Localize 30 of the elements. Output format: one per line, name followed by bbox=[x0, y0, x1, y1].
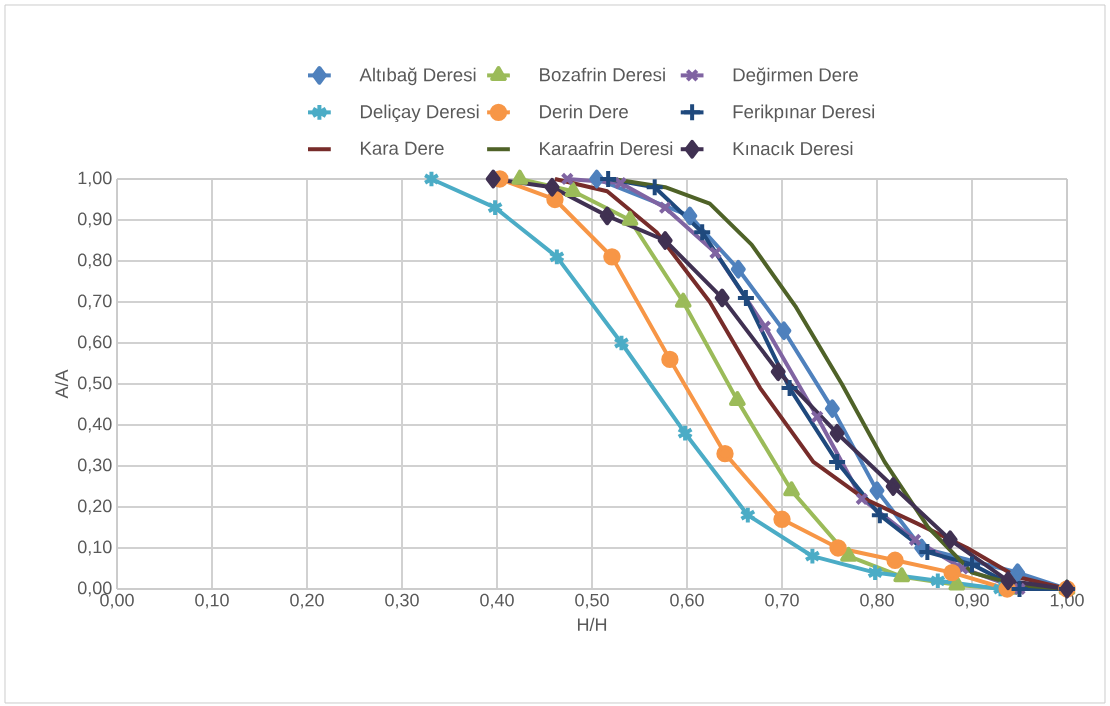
legend-label: Altıbağ Deresi bbox=[359, 67, 476, 86]
y-tick-label: 0,70 bbox=[77, 294, 112, 310]
legend-label: Deliçay Deresi bbox=[360, 104, 479, 123]
y-tick-label: 1,00 bbox=[78, 171, 112, 187]
y-tick-label: 0,60 bbox=[77, 335, 112, 351]
legend-label: Kınacık Deresi bbox=[733, 141, 853, 156]
legend-label: Değirmen Dere bbox=[733, 67, 858, 86]
legend-label: Derin Dere bbox=[540, 104, 628, 119]
x-tick-label: 0,40 bbox=[480, 593, 514, 609]
y-tick-label: 0,40 bbox=[77, 417, 112, 433]
x-axis-title: H/H bbox=[577, 617, 607, 631]
y-tick-label: 0,90 bbox=[77, 212, 112, 228]
y-axis-title: A/A bbox=[54, 369, 69, 399]
x-tick-label: 0,90 bbox=[955, 593, 989, 609]
y-tick-label: 0,10 bbox=[77, 540, 112, 556]
x-tick-label: 0,10 bbox=[195, 593, 229, 609]
legend-label: Karaafrin Deresi bbox=[540, 141, 673, 156]
x-tick-label: 0,50 bbox=[575, 593, 609, 609]
x-tick-label: 0,60 bbox=[670, 593, 704, 609]
y-tick-label: 0,20 bbox=[77, 499, 112, 515]
y-tick-label: 0,80 bbox=[77, 253, 112, 269]
legend-label: Ferikpınar Deresi bbox=[733, 104, 875, 122]
legend-label: Kara Dere bbox=[360, 141, 444, 155]
legend-label: Bozafrin Deresi bbox=[540, 67, 665, 82]
x-tick-label: 0,20 bbox=[290, 593, 324, 609]
x-tick-label: 0,70 bbox=[765, 593, 799, 609]
x-tick-label: 0,30 bbox=[385, 593, 419, 609]
x-tick-label: 0,80 bbox=[860, 593, 894, 609]
y-tick-label: 0,50 bbox=[77, 376, 112, 392]
y-tick-label: 0,30 bbox=[77, 458, 112, 474]
